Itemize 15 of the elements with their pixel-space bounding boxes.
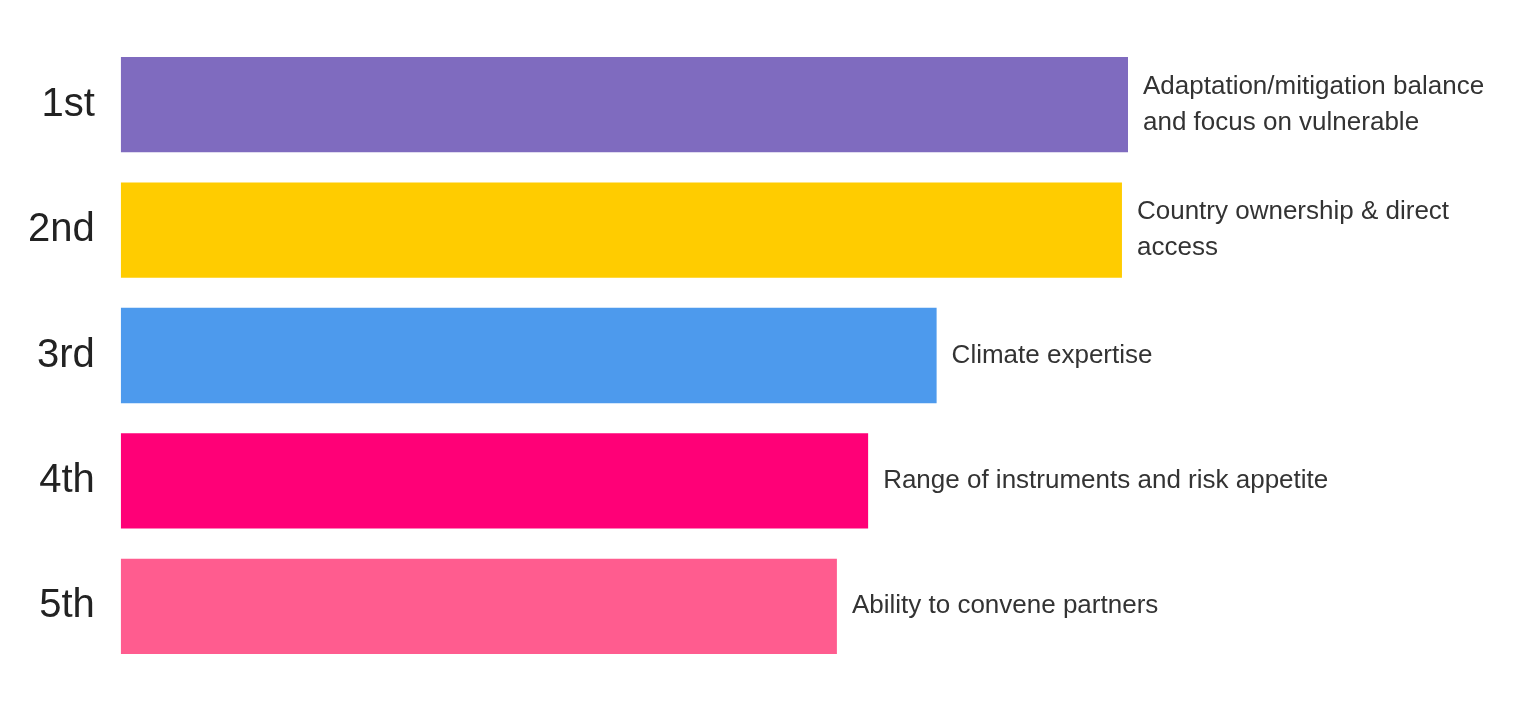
annotation: Adaptation/mitigation balance and focus on vulnerable bbox=[1143, 69, 1485, 136]
y-tick-label: 1st bbox=[41, 79, 95, 124]
annotation: Climate expertise bbox=[951, 338, 1153, 369]
bar bbox=[120, 57, 1128, 153]
bar bbox=[120, 182, 1122, 278]
y-tick-label: 3rd bbox=[36, 330, 95, 375]
annotation: Range of instruments and risk appetite bbox=[883, 464, 1329, 495]
bar bbox=[120, 558, 837, 654]
annotation: Ability to convene partners bbox=[851, 589, 1159, 620]
bar bbox=[120, 307, 937, 404]
y-tick-label: 2nd bbox=[27, 205, 95, 250]
bar bbox=[120, 433, 869, 529]
y-tick-label: 4th bbox=[39, 455, 95, 500]
annotation: Country ownership & direct access bbox=[1136, 195, 1450, 262]
y-tick-label: 5th bbox=[39, 581, 95, 626]
